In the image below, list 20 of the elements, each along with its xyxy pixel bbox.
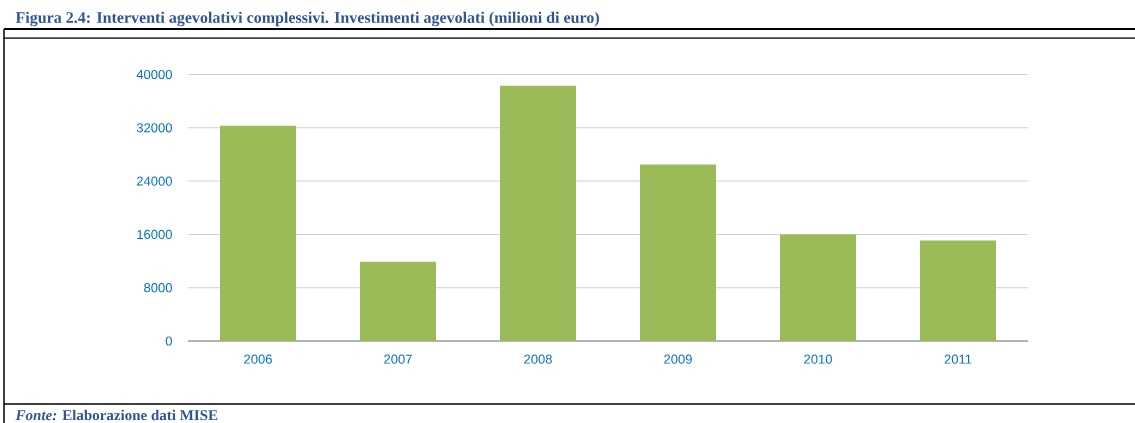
bar (500, 85, 576, 341)
x-tick-label: 2009 (664, 354, 692, 364)
y-tick-label: 8000 (144, 283, 172, 293)
text: Fonte: Elaborazione dati MISE (15, 409, 218, 421)
y-tick-label: 32000 (136, 123, 172, 133)
y-tick-label: 24000 (136, 176, 172, 186)
bar (640, 164, 717, 341)
bar (780, 234, 857, 341)
x-tick-label: 2006 (244, 354, 272, 364)
x-tick-label: 2008 (524, 354, 552, 364)
y-tick-label: 40000 (136, 69, 172, 80)
bar (360, 261, 436, 341)
bar (920, 240, 997, 341)
x-tick-label: 2007 (384, 354, 412, 364)
y-tick-label: 0 (165, 336, 172, 346)
x-tick-label: 2010 (804, 354, 832, 364)
bar (220, 125, 296, 341)
chart-title: Figura 2.4: Interventi agevolativi complessivi. Investimenti agevolati (milioni di euro) (15, 11, 599, 27)
x-tick-label: 2011 (944, 354, 972, 364)
y-tick-label: 16000 (137, 229, 172, 239)
